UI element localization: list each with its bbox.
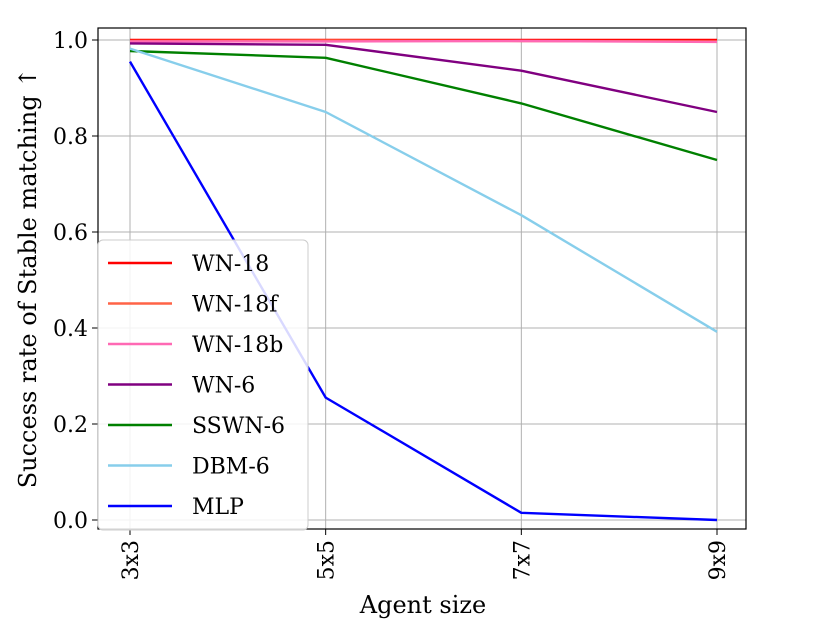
series-line-wn-18b [130,39,718,44]
legend-label-wn-6: WN-6 [192,374,255,399]
legend-label-wn-18b: WN-18b [192,333,283,358]
y-tick-label: 0.0 [53,509,88,534]
legend-label-wn-18: WN-18 [192,252,269,277]
legend-label-mlp: MLP [192,495,244,520]
x-tick-label: 3x3 [119,540,144,580]
legend-box [97,239,309,531]
y-tick-label: 0.2 [53,413,88,438]
x-tick-label: 5x5 [315,540,340,580]
y-tick-label: 0.8 [53,125,88,150]
x-axis-label: Agent size [359,591,486,619]
legend-label-dbm-6: DBM-6 [192,455,270,480]
legend-label-wn-18f: WN-18f [192,293,279,318]
legend: WN-18 WN-18f WN-18b WN-6 SSWN-6 DBM-6 MLP [97,239,309,531]
y-tick-label: 1.0 [53,29,88,54]
legend-label-sswn-6: SSWN-6 [192,414,285,439]
series-line-mlp [128,60,718,522]
x-tick-label: 9x9 [706,540,731,580]
series-line-wn-6 [129,42,718,114]
series-lines [128,38,718,522]
y-axis-label: Success rate of Stable matching ↑ [14,68,42,489]
x-tick-label: 7x7 [510,540,535,580]
axis-ticks: 3x3 5x5 7x7 9x9 0.0 0.2 0.4 0.6 0.8 1.0 [53,29,731,580]
series-line-sswn-6 [129,49,718,162]
y-tick-label: 0.6 [53,221,88,246]
series-line-dbm-6 [129,47,718,333]
y-tick-label: 0.4 [53,317,88,342]
